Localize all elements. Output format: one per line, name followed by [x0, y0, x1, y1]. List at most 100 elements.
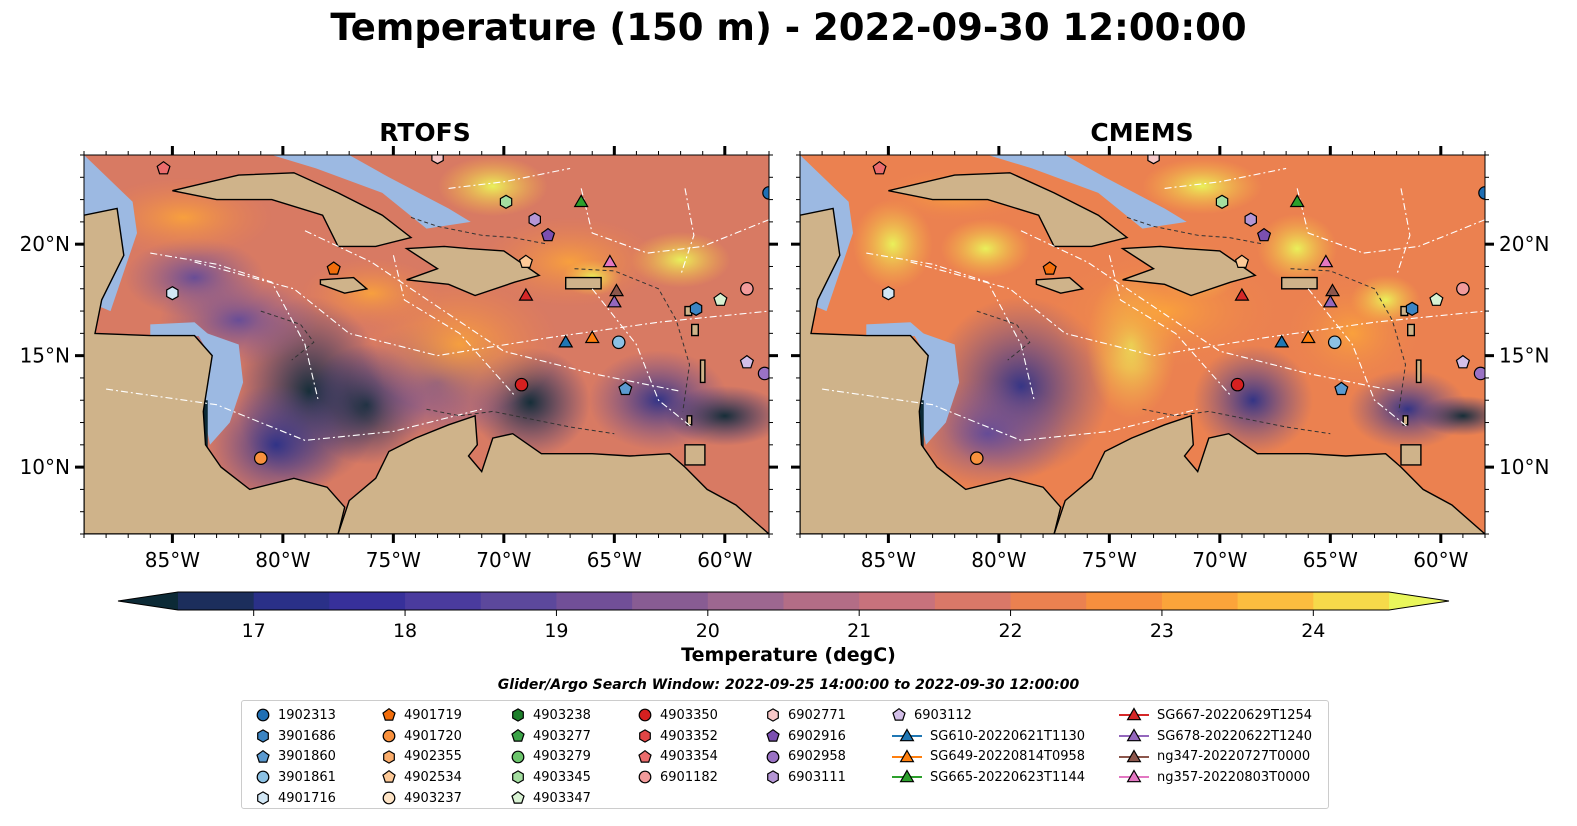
- legend-label: 1902313: [278, 707, 336, 723]
- legend-item: 1902313: [256, 705, 336, 726]
- legend-circle-icon: [638, 708, 652, 722]
- marker-4903354: [872, 160, 887, 175]
- marker-SG678-20220622T1240: [1322, 294, 1338, 308]
- temperature-field: [1417, 395, 1485, 436]
- legend-label: SG667-20220629T1254: [1157, 707, 1313, 723]
- legend-marker-pentagon: [511, 791, 525, 804]
- marker-6902916: [1256, 227, 1272, 242]
- legend-item: 4903279: [511, 746, 591, 767]
- marker-4903354: [156, 160, 171, 175]
- colorbar-bin: [1161, 592, 1239, 610]
- colorbar: 17 18 19 20 21 22 23 24: [117, 591, 1450, 640]
- land-jamaica: [319, 276, 369, 294]
- legend-marker-triangle-line: [892, 728, 922, 742]
- axis-ticks: [791, 146, 1494, 543]
- land-south-america: [337, 414, 769, 534]
- lon-tick-label: 80°W: [971, 548, 1026, 572]
- marker-3901861: [611, 335, 626, 350]
- legend-item: SG649-20220814T0958: [892, 746, 1085, 767]
- legend-pentagon-icon: [638, 749, 652, 763]
- land-cuba: [172, 172, 413, 248]
- colorbar-bin: [859, 592, 936, 610]
- marker-4901716: [882, 286, 895, 301]
- marker-4903350: [514, 377, 529, 392]
- legend-column: 6902771 6902916 6902958 6903111: [766, 705, 846, 788]
- eez-boundary: [580, 188, 769, 254]
- marker-4902534: [518, 254, 534, 268]
- legend-label: 4901720: [404, 728, 462, 744]
- legend-label: 6902771: [788, 707, 846, 723]
- legend-triangle-icon: [1126, 728, 1142, 742]
- legend-marker-circle: [256, 708, 270, 722]
- legend-item: 4903237: [382, 788, 462, 809]
- marker-SG667-20220629T1254: [1234, 287, 1250, 301]
- legend-circle-icon: [256, 708, 270, 722]
- legend-label: 4903350: [660, 707, 718, 723]
- eez-boundary: [1307, 288, 1409, 428]
- legend-label: 4903347: [533, 790, 591, 806]
- bahia-shelf: [866, 322, 926, 338]
- legend-hexagon-icon: [767, 708, 779, 723]
- bathymetry-contour: [976, 310, 1031, 361]
- eez-boundary: [150, 252, 319, 401]
- legend-item: 4903345: [511, 767, 591, 788]
- temperature-field: [852, 199, 933, 290]
- eez-boundary: [106, 388, 482, 441]
- temperature-field: [1257, 213, 1338, 284]
- lon-tick-label: 65°W: [587, 548, 642, 572]
- colorbar-bin: [329, 592, 406, 610]
- legend-item: 4902355: [382, 746, 462, 767]
- legend-circle-icon: [382, 729, 396, 743]
- legend-triangle-icon: [1126, 769, 1142, 783]
- lon-tick-label: 60°W: [1413, 548, 1468, 572]
- bathymetry-contour: [1142, 408, 1331, 435]
- colorbar-extend-max: [1389, 592, 1449, 610]
- marker-SG667-20220629T1254: [518, 287, 534, 301]
- marker-1902313: [1478, 186, 1485, 200]
- map-frame: [799, 154, 1486, 535]
- marker-6902916: [540, 227, 556, 242]
- legend-title: Glider/Argo Search Window: 2022-09-25 14…: [497, 677, 1080, 693]
- marker-4903345: [1215, 194, 1229, 209]
- legend-label: 3901861: [278, 769, 336, 785]
- colorbar-bin: [556, 592, 633, 610]
- marker-4903350: [1230, 377, 1245, 392]
- legend-label: 4901719: [404, 707, 462, 723]
- eez-boundary: [304, 230, 681, 392]
- map-content: [84, 155, 769, 534]
- legend-label: 4902355: [404, 749, 462, 765]
- marker-3901860: [618, 381, 633, 396]
- colorbar-tick-label: 19: [544, 620, 568, 640]
- legend-marker-triangle-line: [1119, 749, 1149, 763]
- land-lesser-antilles: [1400, 305, 1422, 466]
- colorbar-bin: [934, 592, 1012, 610]
- marker-4901719: [326, 261, 341, 275]
- land-south-america: [1053, 414, 1485, 534]
- legend-label: 6903112: [914, 707, 972, 723]
- colorbar-outline: [117, 591, 1450, 611]
- legend-marker-pentagon: [638, 749, 652, 763]
- legend-item: 3901860: [256, 746, 336, 767]
- marker-SG610-20220621T1130: [558, 334, 574, 348]
- legend-marker-hexagon: [383, 749, 395, 764]
- colorbar-tick-label: 22: [998, 620, 1022, 640]
- marker-6903111: [528, 212, 542, 227]
- legend-marker-triangle-line: [1119, 728, 1149, 742]
- marker-6902771: [431, 155, 444, 165]
- bathymetry-contour: [574, 268, 691, 412]
- map-frame: [83, 154, 770, 535]
- legend-marker-triangle-line: [892, 749, 922, 763]
- marker-4903347: [1429, 292, 1444, 306]
- marker-SG649-20220814T0958: [584, 330, 600, 344]
- eez-boundary: [1164, 167, 1287, 189]
- legend-marker-hexagon: [512, 770, 524, 785]
- legend-label: 4903238: [533, 707, 591, 723]
- legend: 1902313 3901686 3901860 3901861 4901716 49017…: [241, 700, 1329, 809]
- map-panel-cmems: 85°W 80°W 75°W 70°W 65°W 60°W 20°N 15°N 10°N: [791, 146, 1549, 572]
- temperature-field: [1192, 345, 1313, 456]
- legend-label: 4903277: [533, 728, 591, 744]
- eez-boundary: [910, 261, 1485, 357]
- lat-tick-label: 10°N: [1499, 455, 1549, 479]
- legend-marker-pentagon: [382, 770, 396, 784]
- legend-triangle-icon: [1126, 749, 1142, 763]
